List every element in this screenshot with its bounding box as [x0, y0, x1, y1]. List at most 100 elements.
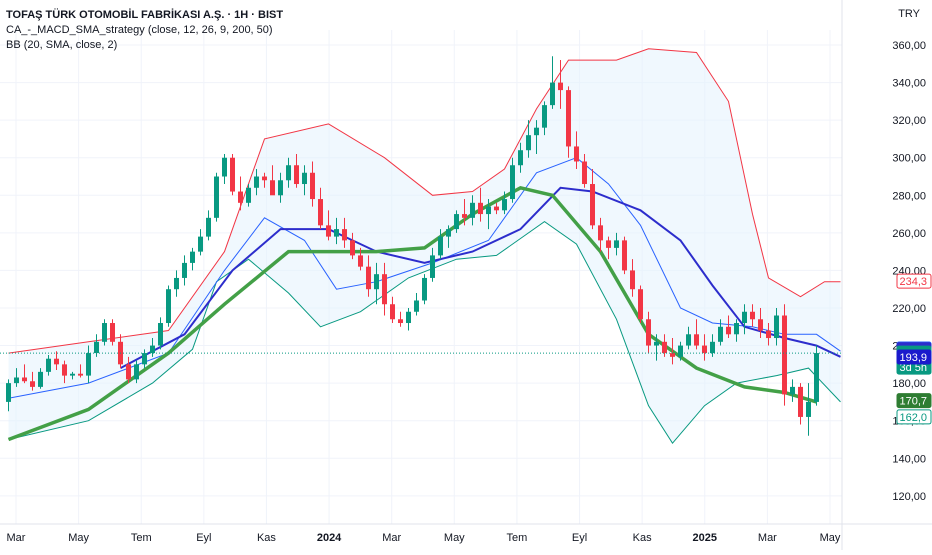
- x-tick-label: May: [444, 532, 465, 544]
- candle-body: [598, 225, 603, 241]
- candle-body: [166, 289, 171, 324]
- candle-body: [366, 266, 371, 290]
- candle-body: [478, 202, 483, 215]
- candle-body: [38, 371, 43, 387]
- candle-body: [350, 240, 355, 256]
- candle-body: [94, 341, 99, 354]
- indicator-macd-sma[interactable]: CA_-_MACD_SMA_strategy (close, 12, 26, 9…: [6, 24, 273, 36]
- moving-averages: [7, 157, 841, 442]
- candle-body: [342, 229, 347, 241]
- candle-body: [222, 157, 227, 177]
- price-tag: 162,0: [896, 409, 932, 425]
- candle-body: [574, 146, 579, 162]
- x-tick-label: Mar: [758, 532, 777, 544]
- candle-body: [630, 270, 635, 290]
- candle-body: [374, 274, 379, 290]
- candle-body: [670, 353, 675, 357]
- price-tag-box: [896, 349, 932, 365]
- candle-body: [398, 319, 403, 324]
- x-tick-label: Eyl: [196, 532, 211, 544]
- x-tick-label: Kas: [257, 532, 276, 544]
- candle-body: [718, 326, 723, 342]
- x-tick-label: May: [68, 532, 89, 544]
- candle-body: [470, 202, 475, 218]
- candle-body: [214, 176, 219, 218]
- price-tag: 170,7: [896, 393, 932, 409]
- candle-body: [262, 176, 267, 181]
- candle-body: [486, 206, 491, 215]
- candle-body: [110, 323, 115, 342]
- candle-body: [526, 135, 531, 151]
- price-tag-label: 234,3: [899, 276, 927, 288]
- candle-body: [510, 165, 515, 200]
- candle-body: [6, 383, 11, 402]
- sma-50-line: [120, 186, 841, 369]
- candle-body: [614, 240, 619, 248]
- candle-body: [806, 401, 811, 417]
- candle-body: [270, 180, 275, 196]
- candle-body: [286, 165, 291, 181]
- y-tick-label: 360,00: [892, 40, 926, 52]
- candle-body: [294, 165, 299, 185]
- price-tag: 234,3: [896, 273, 932, 289]
- x-tick-label: Kas: [633, 532, 652, 544]
- candle-body: [70, 373, 75, 376]
- x-tick-label: 2024: [317, 532, 342, 544]
- candle-body: [246, 187, 251, 203]
- candle-body: [406, 311, 411, 324]
- currency-label[interactable]: TRY: [898, 8, 920, 20]
- candle-body: [654, 341, 659, 346]
- candle-body: [518, 150, 523, 166]
- candle-body: [462, 214, 467, 218]
- indicator-bollinger[interactable]: BB (20, SMA, close, 2): [6, 39, 118, 51]
- symbol-title[interactable]: TOFAŞ TÜRK OTOMOBİL FABRİKASI A.Ş. · 1H …: [6, 9, 284, 21]
- x-tick-label: Mar: [7, 532, 26, 544]
- countdown-label: 3d 5h: [899, 362, 927, 374]
- candle-body: [358, 255, 363, 267]
- candle-body: [382, 274, 387, 305]
- x-tick-label: Tem: [131, 532, 152, 544]
- candle-body: [390, 304, 395, 320]
- candle-body: [126, 364, 131, 380]
- candle-body: [566, 90, 571, 147]
- candle-body: [758, 319, 763, 331]
- candle-body: [102, 323, 107, 342]
- candle-body: [198, 236, 203, 252]
- y-tick-label: 120,00: [892, 491, 926, 503]
- candle-body: [774, 315, 779, 339]
- candle-body: [86, 353, 91, 376]
- candle-body: [782, 315, 787, 395]
- candle-body: [206, 217, 211, 237]
- candle-body: [550, 82, 555, 106]
- candle-body: [606, 240, 611, 248]
- candles: [6, 56, 819, 436]
- price-tag-label: 193,9: [899, 352, 927, 364]
- candle-body: [142, 353, 147, 365]
- candle-body: [710, 341, 715, 354]
- x-tick-label: 2025: [693, 532, 717, 544]
- candle-body: [22, 377, 27, 382]
- y-tick-label: 320,00: [892, 115, 926, 127]
- candle-body: [646, 319, 651, 346]
- candle-body: [238, 191, 243, 203]
- candle-body: [334, 229, 339, 237]
- bollinger-lower-line: [8, 220, 841, 445]
- bollinger-upper-line: [8, 48, 841, 354]
- candle-body: [150, 345, 155, 354]
- candle-body: [278, 180, 283, 196]
- candle-body: [438, 236, 443, 256]
- x-axis: Mar May Tem Eyl Kas 2024 Mar May Tem Eyl Kas 2025 Ma…: [0, 523, 932, 544]
- y-tick-label: 140,00: [892, 453, 926, 465]
- candle-body: [582, 161, 587, 185]
- price-tag-label: 162,0: [899, 412, 927, 424]
- price-tag-box: [896, 273, 932, 289]
- candle-body: [542, 105, 547, 128]
- candle-body: [694, 334, 699, 346]
- y-tick-label: 260,00: [892, 228, 926, 240]
- candle-body: [662, 341, 667, 354]
- y-tick-label: 340,00: [892, 78, 926, 90]
- candle-body: [134, 364, 139, 380]
- candle-body: [686, 334, 691, 346]
